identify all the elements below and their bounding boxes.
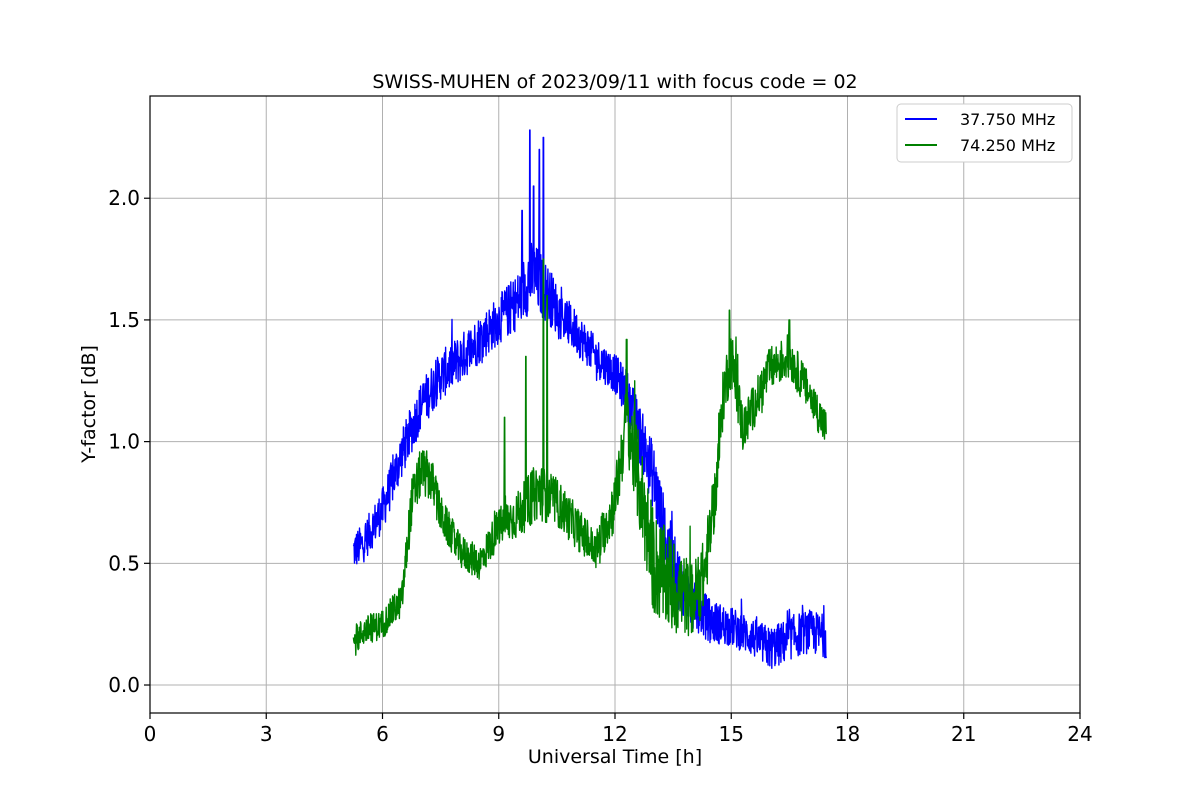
y-axis-label: Y-factor [dB] <box>78 345 100 464</box>
y-tick-label: 1.0 <box>108 430 140 454</box>
series-line-2 <box>352 258 827 656</box>
x-tick-label: 12 <box>602 722 627 746</box>
series-line-1 <box>352 129 827 669</box>
x-axis: 0 3 6 9 12 15 18 21 24 <box>144 713 1093 746</box>
x-tick-label: 15 <box>719 722 744 746</box>
series-layer <box>352 129 827 669</box>
x-tick-label: 24 <box>1067 722 1092 746</box>
x-tick-label: 18 <box>835 722 860 746</box>
y-tick-label: 0.0 <box>108 673 140 697</box>
legend: 37.750 MHz 74.250 MHz <box>896 103 1073 163</box>
y-axis: 0.0 0.5 1.0 1.5 2.0 <box>108 186 150 697</box>
legend-label-2: 74.250 MHz <box>960 136 1055 155</box>
x-tick-label: 6 <box>376 722 389 746</box>
x-axis-label: Universal Time [h] <box>528 746 702 768</box>
legend-box <box>896 103 1073 163</box>
y-tick-label: 2.0 <box>108 186 140 210</box>
legend-label-1: 37.750 MHz <box>960 110 1055 129</box>
chart-title: SWISS-MUHEN of 2023/09/11 with focus cod… <box>372 71 857 93</box>
y-tick-label: 0.5 <box>108 551 140 575</box>
y-tick-label: 1.5 <box>108 308 140 332</box>
x-tick-label: 21 <box>951 722 976 746</box>
x-tick-label: 9 <box>492 722 505 746</box>
x-tick-label: 3 <box>260 722 273 746</box>
x-tick-label: 0 <box>144 722 157 746</box>
